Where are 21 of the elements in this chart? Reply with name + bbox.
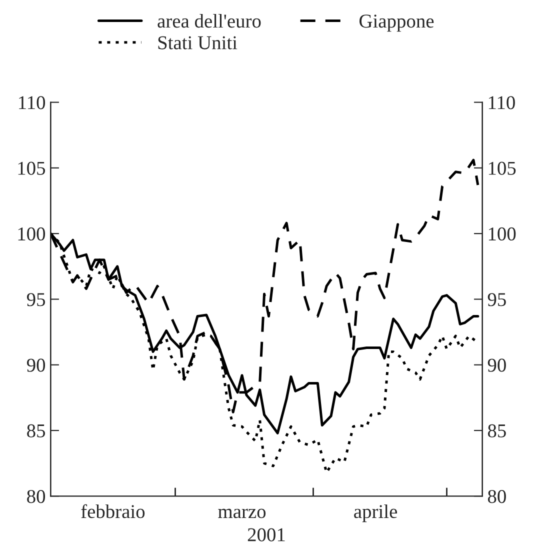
y2-tick-label: 90 [488, 358, 506, 372]
y2-tick-label: 110 [488, 96, 515, 110]
y2-tick-label: 105 [488, 162, 516, 175]
x-axis-title: 2001 [248, 528, 285, 542]
y-tick-label: 100 [18, 227, 46, 241]
x-tick-label: aprile [354, 504, 398, 522]
y-tick-label: 85 [27, 424, 46, 438]
x-tick-label: marzo [218, 508, 266, 518]
legend-label: Stati Uniti [158, 36, 238, 50]
y-tick-label: 110 [19, 96, 46, 110]
legend-label: Giappone [360, 14, 434, 32]
y2-tick-label: 100 [488, 227, 516, 241]
y-tick-label: 105 [18, 162, 46, 175]
legend-label: area dell'euro [158, 14, 261, 28]
y2-tick-label: 95 [488, 293, 506, 306]
y2-tick-label: 85 [488, 424, 506, 438]
y-tick-label: 80 [27, 490, 46, 504]
y2-tick-label: 80 [488, 490, 506, 504]
x-tick-label: febbraio [81, 504, 145, 518]
y-tick-label: 95 [26, 293, 46, 306]
y-tick-label: 90 [26, 358, 46, 372]
